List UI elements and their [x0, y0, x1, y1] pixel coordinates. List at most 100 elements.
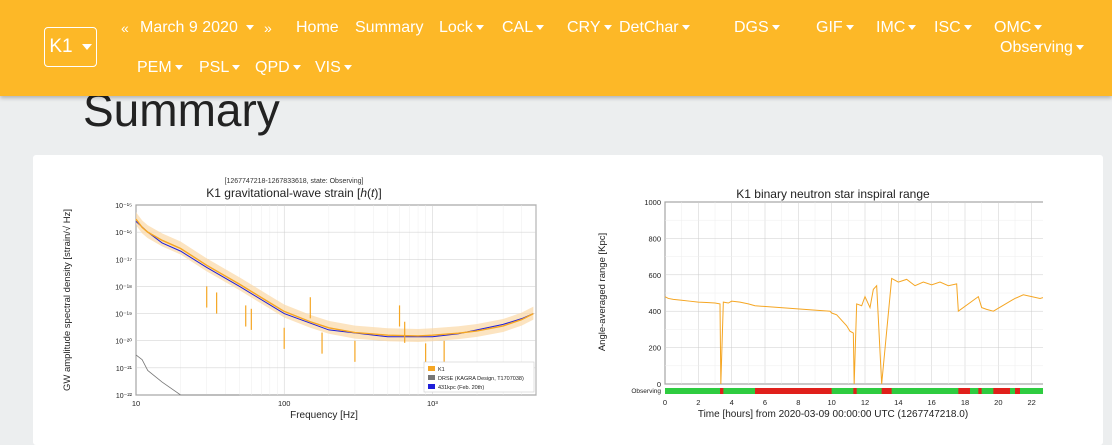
nav-item-label: CAL — [502, 19, 534, 36]
chevron-down-icon — [963, 25, 972, 31]
nav-item-gif[interactable]: GIF — [816, 18, 854, 38]
strain-y-tick-label: 10⁻²² — [116, 393, 133, 400]
nav-item-vis[interactable]: VIS — [315, 58, 352, 78]
summary-card: [1267747218-1267833618, state: Observing… — [33, 155, 1103, 445]
range-x-tick-label: 4 — [730, 398, 734, 407]
nav-item-label: Summary — [355, 19, 424, 36]
nav-item-summary[interactable]: Summary — [355, 18, 423, 38]
range-x-tick-label: 8 — [796, 398, 800, 407]
date-next-link[interactable]: » — [264, 20, 272, 36]
range-x-tick-label: 22 — [1027, 398, 1035, 407]
chevron-down-icon — [603, 25, 612, 31]
chevron-down-icon — [1075, 45, 1084, 51]
range-observing-segment — [723, 388, 755, 394]
nav-item-psl[interactable]: PSL — [199, 58, 241, 78]
strain-x-tick-label: 10³ — [427, 399, 438, 408]
chevron-down-icon — [81, 44, 92, 50]
range-plot-title: K1 binary neutron star inspiral range — [736, 187, 930, 201]
strain-y-tick-label: 10⁻²¹ — [116, 366, 133, 373]
nav-item-qpd[interactable]: QPD — [255, 58, 301, 78]
chevron-down-icon — [908, 25, 917, 31]
range-observing-segment — [856, 388, 882, 394]
strain-legend-entry: 431kpc (Feb. 20th) — [438, 385, 484, 391]
range-ylabel: Angle-averaged range [Kpc] — [597, 233, 608, 351]
strain-xlabel: Frequency [Hz] — [290, 410, 358, 421]
strain-legend-entry: DRSE (KAGRA Design, T1707038) — [438, 376, 524, 382]
range-observing-segment — [831, 388, 854, 394]
chevron-down-icon — [845, 25, 854, 31]
nav-item-isc[interactable]: ISC — [934, 18, 972, 38]
nav-item-label: GIF — [816, 19, 843, 36]
strain-431kpc-line — [135, 220, 534, 338]
strain-plot-title: K1 gravitational-wave strain [h(t)] — [206, 186, 381, 200]
nav-item-label: VIS — [315, 59, 341, 76]
chevron-down-icon — [475, 25, 484, 31]
nav-item-label: CRY — [567, 19, 601, 36]
range-observing-segment — [981, 388, 994, 394]
range-x-tick-label: 0 — [663, 398, 667, 407]
strain-y-tick-label: 10⁻²⁰ — [115, 338, 132, 346]
range-observing-segment — [1010, 388, 1015, 394]
strain-y-tick-label: 10⁻¹⁹ — [115, 312, 132, 319]
nav-item-label: PEM — [137, 59, 172, 76]
range-x-tick-label: 12 — [861, 398, 869, 407]
strain-k1-band — [136, 212, 534, 342]
chevron-down-icon — [174, 65, 183, 71]
top-navbar: K1 « March 9 2020 » Home Summary Lock CAL CR… — [0, 0, 1112, 96]
nav-item-dgs[interactable]: DGS — [734, 18, 780, 38]
date-prev-link[interactable]: « — [121, 20, 129, 36]
nav-item-cal[interactable]: CAL — [502, 18, 545, 38]
strain-y-tick-label: 10⁻¹⁷ — [116, 257, 133, 264]
segment-label: Observing — [631, 388, 661, 395]
chevron-down-icon — [1034, 25, 1043, 31]
range-x-tick-label: 16 — [927, 398, 935, 407]
strain-y-tick-label: 10⁻¹⁸ — [115, 284, 132, 291]
strain-ylabel: GW amplitude spectral density [strain/√ … — [62, 209, 73, 391]
strain-asd-plot[interactable]: [1267747218-1267833618, state: Observing… — [58, 175, 538, 425]
nav-item-lock[interactable]: Lock — [439, 18, 484, 38]
state-dropdown[interactable]: Observing — [1000, 38, 1084, 58]
nav-item-home[interactable]: Home — [296, 18, 339, 38]
date-picker[interactable]: March 9 2020 — [140, 18, 254, 38]
chevron-down-icon — [245, 25, 254, 31]
nav-item-label: ISC — [934, 19, 961, 36]
nav-item-label: QPD — [255, 59, 290, 76]
strain-legend — [423, 361, 535, 393]
chevron-down-icon — [232, 65, 241, 71]
chevron-down-icon — [343, 65, 352, 71]
nav-item-label: PSL — [199, 59, 230, 76]
strain-legend-swatch — [428, 366, 435, 371]
range-bns-line — [664, 277, 1043, 385]
strain-x-tick-label: 10 — [132, 399, 140, 408]
nav-item-label: OMC — [994, 19, 1032, 36]
nav-item-label: DetChar — [619, 19, 679, 36]
range-observing-segment — [665, 388, 720, 394]
ifo-dropdown-button[interactable]: K1 — [44, 27, 97, 67]
strain-design-line — [135, 354, 240, 396]
chevron-down-icon — [681, 25, 690, 31]
strain-k1-line — [135, 218, 534, 337]
range-y-tick-label: 800 — [648, 234, 661, 243]
range-y-tick-label: 400 — [648, 307, 661, 316]
strain-y-tick-label: 10⁻¹⁵ — [115, 203, 132, 210]
range-plot[interactable]: K1 binary neutron star inspiral range 0 2… — [593, 180, 1043, 425]
nav-item-cry[interactable]: CRY — [567, 18, 612, 38]
nav-item-detchar[interactable]: DetChar — [619, 18, 690, 38]
range-x-tick-label: 10 — [827, 398, 835, 407]
chevron-down-icon — [292, 65, 301, 71]
nav-item-label: Home — [296, 19, 339, 36]
range-x-tick-label: 2 — [696, 398, 700, 407]
nav-item-label: DGS — [734, 19, 769, 36]
range-x-tick-label: 18 — [961, 398, 969, 407]
chevron-down-icon — [536, 25, 545, 31]
state-label: Observing — [1000, 39, 1073, 56]
range-y-tick-label: 1000 — [644, 198, 661, 207]
range-y-tick-label: 200 — [648, 344, 661, 353]
range-observing-segment — [970, 388, 979, 394]
ifo-label: K1 — [49, 36, 73, 57]
nav-item-imc[interactable]: IMC — [876, 18, 917, 38]
nav-item-pem[interactable]: PEM — [137, 58, 183, 78]
nav-item-omc[interactable]: OMC — [994, 18, 1043, 38]
range-x-tick-label: 20 — [994, 398, 1002, 407]
chevron-down-icon — [771, 25, 780, 31]
